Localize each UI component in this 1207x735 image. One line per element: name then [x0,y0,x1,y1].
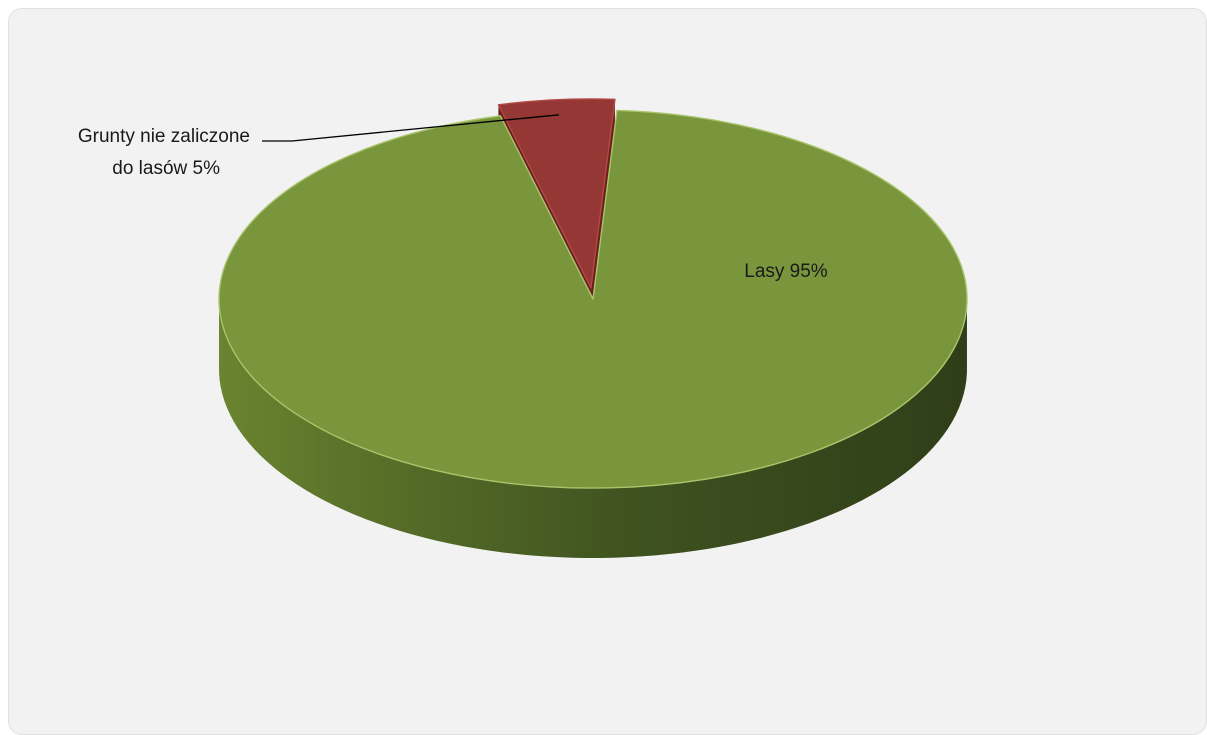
pie-side-lasy [219,296,967,558]
chart-area: Lasy 95% Grunty nie zaliczone do lasów 5% [8,8,1207,735]
slice-label-grunty-line1: Grunty nie zaliczone [78,126,250,147]
leader-line [262,114,560,142]
pie-slice-grunty [497,98,616,289]
pie-slice-lasy [218,109,968,489]
slice-label-grunty-line2: do lasów 5% [112,158,220,179]
slice-label-lasy: Lasy 95% [744,261,828,282]
pie-chart: Lasy 95% Grunty nie zaliczone do lasów 5% [78,98,968,558]
pie-labels-layer: Lasy 95% Grunty nie zaliczone do lasów 5% [78,114,828,282]
pie-top-layer [218,98,968,489]
